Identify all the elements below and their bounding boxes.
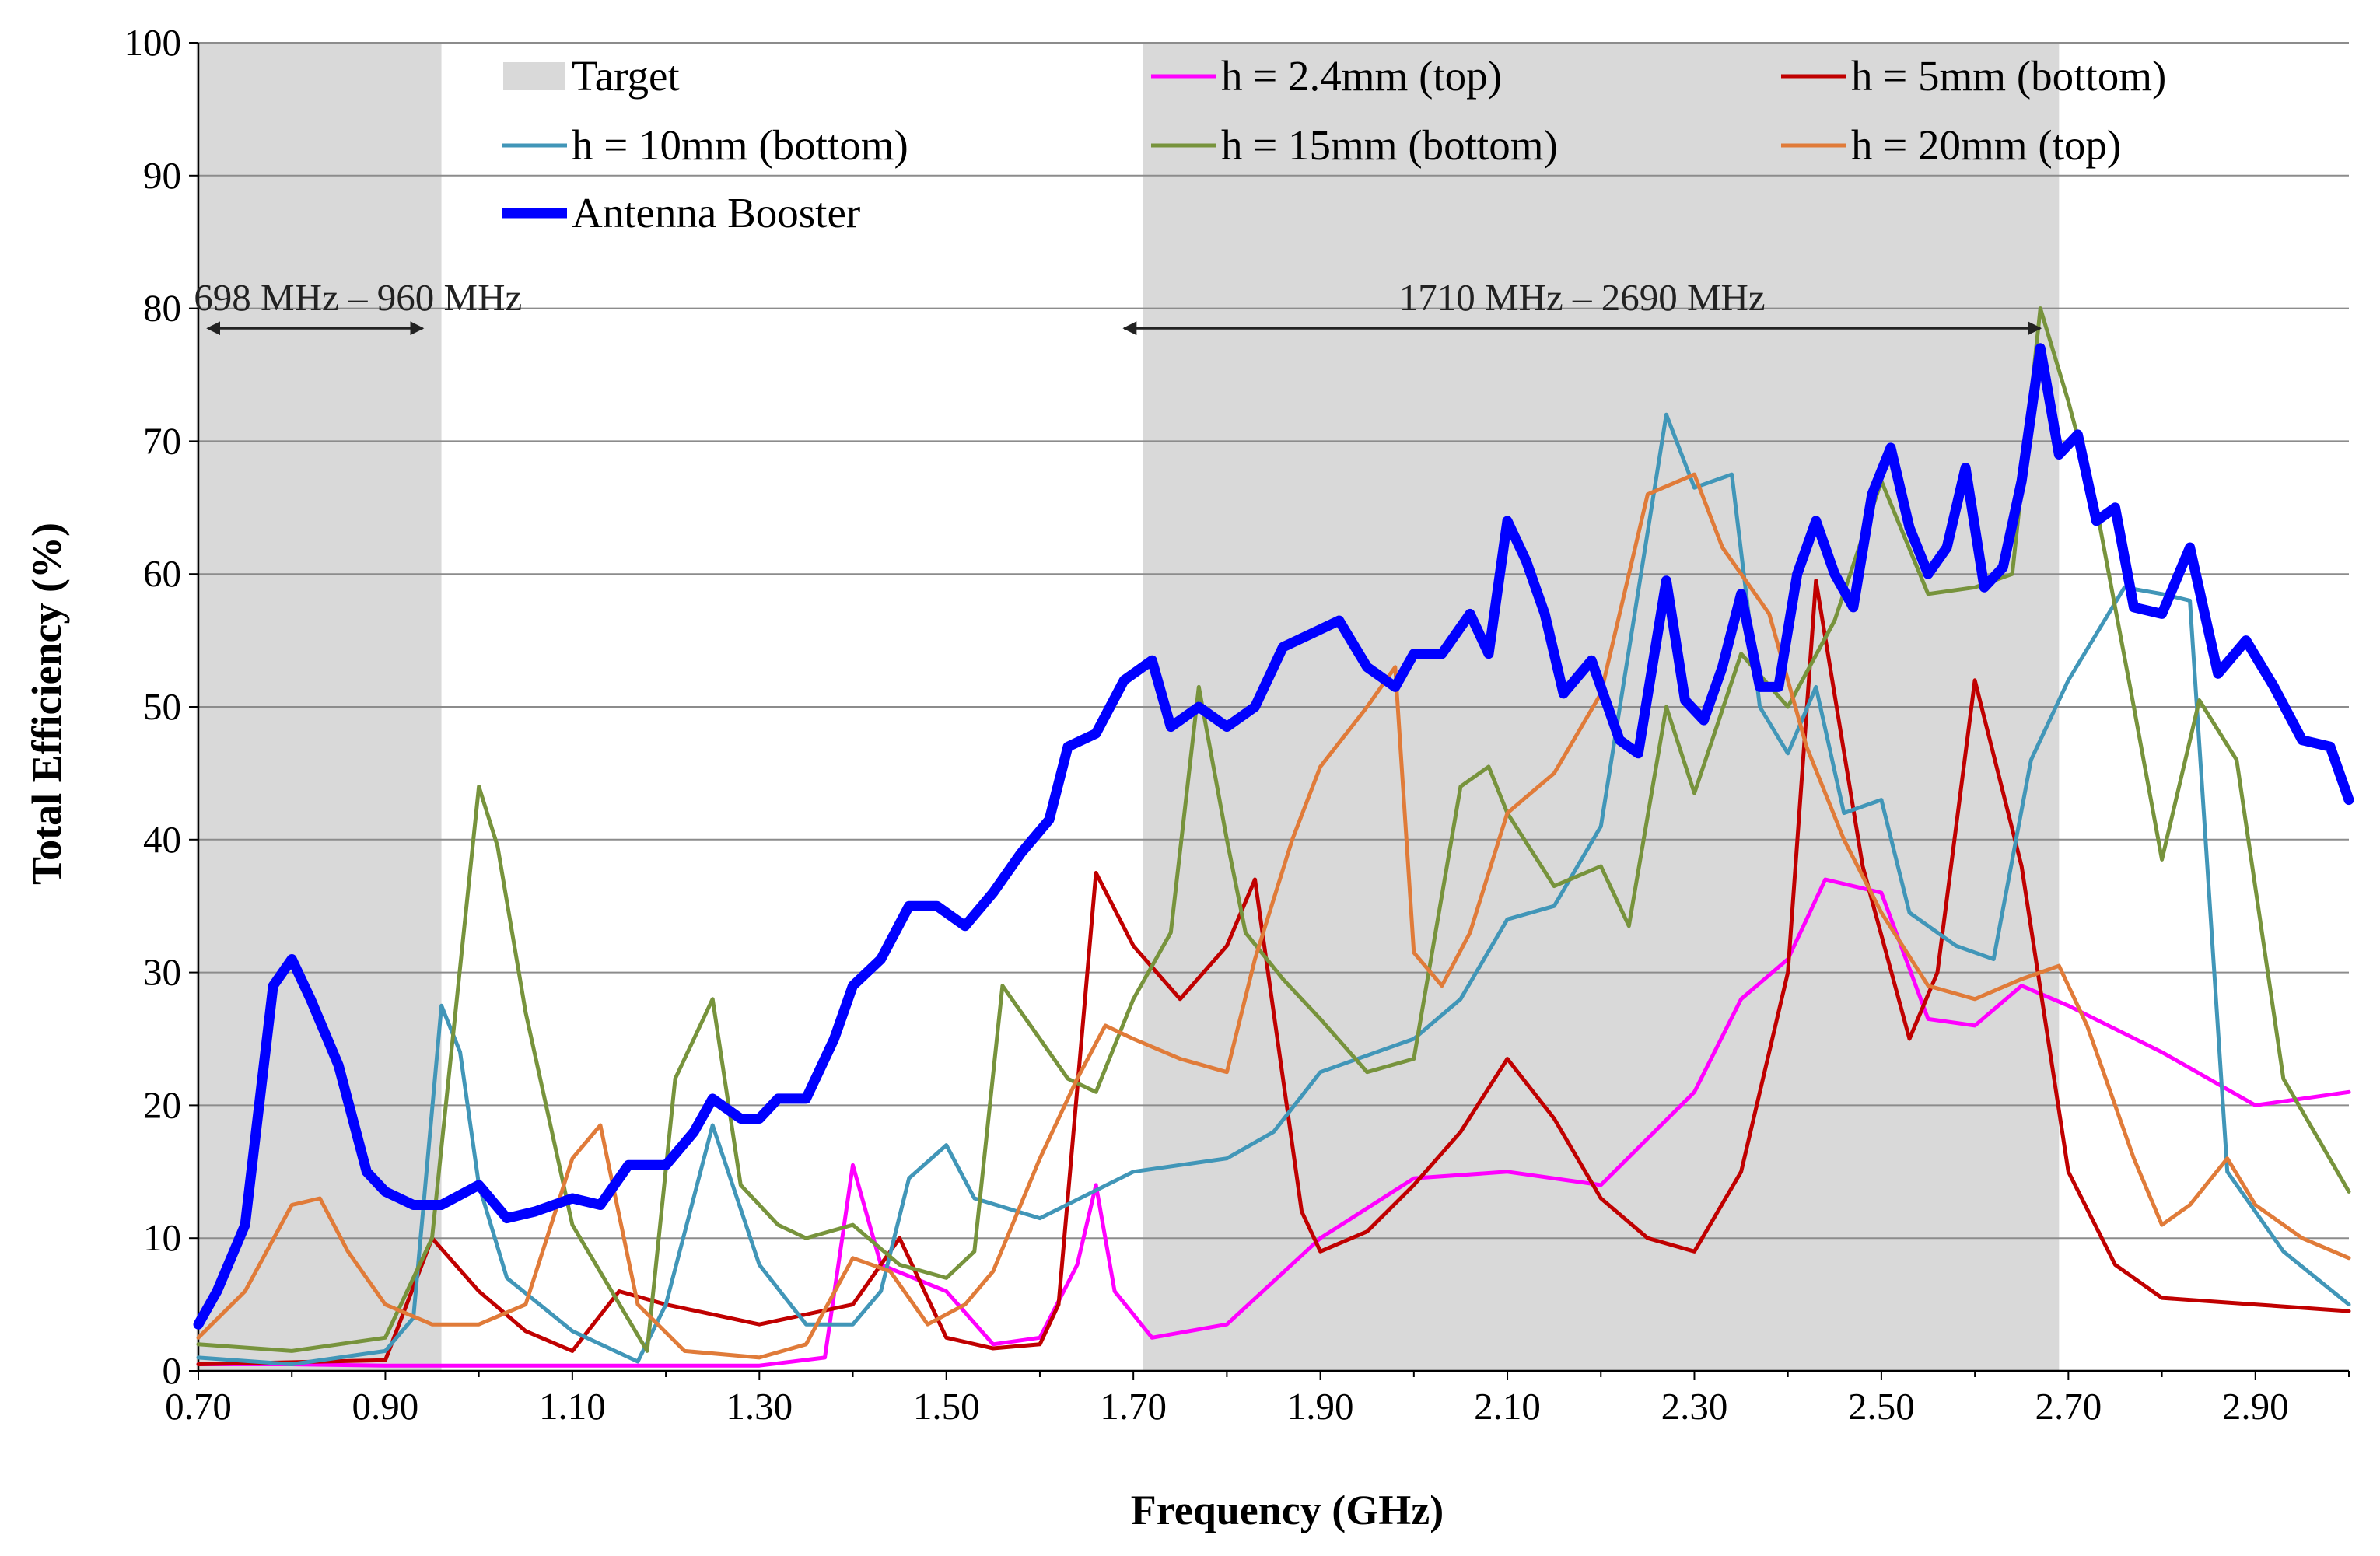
y-tick-label: 30 — [143, 951, 181, 994]
series-lines — [193, 306, 2354, 1368]
gridlines — [198, 42, 2349, 1240]
y-tick-label: 80 — [143, 287, 181, 330]
legend-entry: h = 15mm (bottom) — [1151, 121, 1558, 169]
legend-label: Antenna Booster — [572, 189, 860, 236]
legend-entry: h = 5mm (bottom) — [1781, 52, 2166, 100]
x-tick-label: 0.90 — [352, 1385, 419, 1428]
x-tick-label: 2.70 — [2035, 1385, 2102, 1428]
legend-entry: h = 10mm (bottom) — [502, 121, 908, 169]
y-tick-label: 90 — [143, 154, 181, 197]
legend-label: Target — [572, 52, 680, 100]
series-line-h-15mm-bottom — [196, 306, 2351, 1353]
series-line-h-20mm-top — [196, 472, 2351, 1360]
y-tick-label: 40 — [143, 818, 181, 861]
series-line-h-2-4mm-top — [196, 877, 2351, 1368]
legend-label: h = 15mm (bottom) — [1221, 121, 1558, 169]
legend-entry: Target — [503, 52, 680, 100]
x-tick-label: 2.30 — [1661, 1385, 1728, 1428]
x-tick-label: 2.90 — [2222, 1385, 2289, 1428]
series-line-h-10mm-bottom — [196, 412, 2351, 1366]
legend: Target h = 2.4mm (top) h = 5mm (bottom) h =… — [502, 52, 2166, 236]
y-tick-label: 100 — [124, 21, 182, 64]
band-label-2: 1710 MHz – 2690 MHz — [1399, 276, 1766, 319]
band-label-1: 698 MHz – 960 MHz — [194, 276, 522, 319]
x-tick-label: 0.70 — [165, 1385, 232, 1428]
legend-swatch-target — [503, 62, 565, 90]
legend-entry: h = 20mm (top) — [1781, 121, 2121, 169]
x-tick-label: 1.50 — [913, 1385, 980, 1428]
y-tick-label: 10 — [143, 1216, 181, 1259]
y-tick-label: 50 — [143, 685, 181, 728]
legend-label: h = 10mm (bottom) — [572, 121, 908, 169]
x-tick-label: 1.10 — [539, 1385, 606, 1428]
x-tick-label: 2.50 — [1848, 1385, 1915, 1428]
legend-entry: h = 2.4mm (top) — [1151, 52, 1502, 100]
x-tick-label: 1.70 — [1100, 1385, 1167, 1428]
series-line-antenna-booster — [193, 343, 2354, 1330]
legend-label: h = 2.4mm (top) — [1221, 52, 1502, 100]
x-axis-title: Frequency (GHz) — [1131, 1487, 1444, 1533]
y-tick-label: 0 — [163, 1349, 182, 1392]
y-tick-label: 20 — [143, 1083, 181, 1126]
y-axis-title: Total Efficiency (%) — [23, 523, 70, 885]
axes: 0 10 20 30 40 50 60 70 80 90 100 0.70 0.90 1.10 1.30 1.… — [124, 21, 2350, 1428]
legend-label: h = 20mm (top) — [1851, 121, 2121, 169]
x-tick-label: 1.30 — [726, 1385, 793, 1428]
band-annotations: 698 MHz – 960 MHz 1710 MHz – 2690 MHz — [194, 276, 2042, 336]
y-tick-label: 60 — [143, 552, 181, 595]
y-tick-label: 70 — [143, 419, 181, 462]
x-tick-label: 1.90 — [1287, 1385, 1354, 1428]
x-tick-label: 2.10 — [1474, 1385, 1541, 1428]
legend-entry: Antenna Booster — [502, 189, 860, 236]
legend-label: h = 5mm (bottom) — [1851, 52, 2166, 100]
